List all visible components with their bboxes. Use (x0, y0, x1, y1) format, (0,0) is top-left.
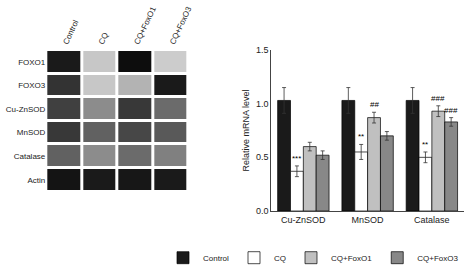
svg-text:CQ+FoxO1: CQ+FoxO1 (133, 5, 159, 46)
svg-text:**: ** (422, 140, 428, 149)
svg-text:0.5: 0.5 (256, 152, 269, 162)
svg-text:***: *** (292, 154, 301, 163)
svg-text:Actin: Actin (28, 176, 46, 185)
svg-text:CQ+FoxO3: CQ+FoxO3 (417, 254, 458, 263)
svg-text:Cu-ZnSOD: Cu-ZnSOD (281, 215, 326, 225)
svg-text:###: ### (431, 94, 445, 103)
svg-text:CQ+FoxO3: CQ+FoxO3 (168, 5, 194, 46)
svg-text:###: ### (444, 106, 458, 115)
svg-text:Control: Control (203, 254, 229, 263)
svg-text:Relative mRNA level: Relative mRNA level (241, 89, 251, 171)
svg-text:FOXO3: FOXO3 (18, 81, 46, 90)
svg-text:##: ## (370, 100, 379, 109)
svg-text:**: ** (358, 132, 364, 141)
svg-text:Catalase: Catalase (414, 215, 450, 225)
svg-text:FOXO1: FOXO1 (18, 58, 46, 67)
svg-text:CQ+FoxO1: CQ+FoxO1 (331, 254, 372, 263)
svg-text:MnSOD: MnSOD (17, 128, 46, 137)
svg-text:1.0: 1.0 (256, 99, 269, 109)
svg-text:1.5: 1.5 (256, 45, 269, 55)
svg-text:CQ: CQ (274, 254, 286, 263)
svg-text:CQ: CQ (97, 31, 110, 46)
svg-text:Catalase: Catalase (14, 152, 46, 161)
svg-text:MnSOD: MnSOD (352, 215, 385, 225)
svg-text:0.0: 0.0 (256, 206, 269, 216)
svg-text:Control: Control (61, 19, 80, 46)
svg-text:Cu-ZnSOD: Cu-ZnSOD (6, 105, 46, 114)
